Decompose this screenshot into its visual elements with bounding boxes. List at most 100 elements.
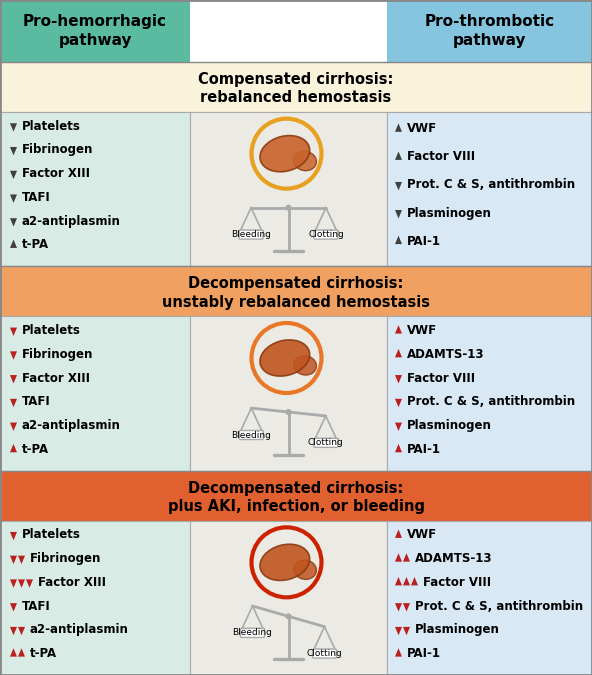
- Bar: [0, 0, 190, 62]
- Text: TAFI: TAFI: [22, 191, 51, 204]
- Polygon shape: [395, 124, 402, 132]
- Text: Clotting: Clotting: [308, 230, 344, 239]
- Text: ADAMTS-13: ADAMTS-13: [415, 552, 493, 565]
- Polygon shape: [10, 147, 17, 155]
- Text: TAFI: TAFI: [22, 599, 51, 613]
- Text: Compensated cirrhosis:: Compensated cirrhosis:: [198, 72, 394, 87]
- Polygon shape: [411, 577, 418, 585]
- Polygon shape: [395, 444, 402, 452]
- Bar: [190, 317, 387, 470]
- Ellipse shape: [294, 560, 316, 579]
- Polygon shape: [10, 603, 17, 612]
- FancyBboxPatch shape: [314, 230, 338, 239]
- Polygon shape: [10, 532, 17, 540]
- Text: PAI-1: PAI-1: [407, 647, 441, 660]
- Polygon shape: [18, 627, 25, 635]
- Text: a2-antiplasmin: a2-antiplasmin: [22, 215, 121, 227]
- Text: t-PA: t-PA: [22, 238, 49, 252]
- Bar: [0, 317, 190, 470]
- Text: Pro-thrombotic
pathway: Pro-thrombotic pathway: [424, 14, 555, 48]
- Bar: [387, 317, 592, 470]
- Text: Factor VIII: Factor VIII: [407, 371, 475, 385]
- Text: Bleeding: Bleeding: [231, 230, 271, 239]
- Text: Factor VIII: Factor VIII: [407, 151, 475, 163]
- Polygon shape: [10, 648, 17, 657]
- Text: Bleeding: Bleeding: [233, 628, 272, 637]
- Text: a2-antiplasmin: a2-antiplasmin: [30, 624, 129, 637]
- Polygon shape: [395, 151, 402, 160]
- Polygon shape: [10, 171, 17, 179]
- Polygon shape: [10, 627, 17, 635]
- Text: Fibrinogen: Fibrinogen: [30, 552, 101, 565]
- Text: Factor XIII: Factor XIII: [22, 167, 90, 180]
- Polygon shape: [10, 444, 17, 452]
- Bar: [0, 267, 592, 317]
- Ellipse shape: [260, 340, 310, 376]
- Polygon shape: [395, 236, 402, 244]
- Text: Plasminogen: Plasminogen: [407, 207, 492, 219]
- Bar: [0, 470, 592, 520]
- Polygon shape: [403, 627, 410, 635]
- Polygon shape: [395, 399, 402, 407]
- Text: t-PA: t-PA: [30, 647, 57, 660]
- Polygon shape: [10, 399, 17, 407]
- Bar: [387, 112, 592, 267]
- Polygon shape: [395, 577, 402, 585]
- Polygon shape: [10, 556, 17, 564]
- Text: Decompensated cirrhosis:: Decompensated cirrhosis:: [188, 481, 404, 495]
- Text: Clotting: Clotting: [308, 438, 343, 448]
- Polygon shape: [18, 648, 25, 657]
- Polygon shape: [18, 579, 25, 588]
- FancyBboxPatch shape: [239, 230, 263, 239]
- Ellipse shape: [260, 544, 310, 580]
- Text: VWF: VWF: [407, 122, 437, 135]
- Text: VWF: VWF: [407, 529, 437, 541]
- Polygon shape: [395, 375, 402, 383]
- Polygon shape: [395, 603, 402, 612]
- Text: Factor VIII: Factor VIII: [423, 576, 491, 589]
- Text: Fibrinogen: Fibrinogen: [22, 348, 94, 361]
- Polygon shape: [10, 124, 17, 132]
- Polygon shape: [395, 349, 402, 357]
- FancyBboxPatch shape: [239, 431, 263, 439]
- Polygon shape: [18, 556, 25, 564]
- Polygon shape: [395, 210, 402, 219]
- Text: VWF: VWF: [407, 324, 437, 337]
- Ellipse shape: [294, 151, 316, 171]
- Polygon shape: [26, 579, 33, 588]
- Polygon shape: [10, 194, 17, 203]
- Bar: [190, 112, 387, 267]
- Polygon shape: [10, 240, 17, 248]
- Polygon shape: [10, 423, 17, 431]
- Text: Platelets: Platelets: [22, 324, 81, 337]
- Text: TAFI: TAFI: [22, 396, 51, 408]
- Bar: [0, 62, 592, 112]
- Bar: [387, 520, 592, 675]
- Text: Factor XIII: Factor XIII: [22, 371, 90, 385]
- Text: Pro-hemorrhagic
pathway: Pro-hemorrhagic pathway: [23, 14, 167, 48]
- Text: Platelets: Platelets: [22, 529, 81, 541]
- Polygon shape: [403, 577, 410, 585]
- Text: Decompensated cirrhosis:: Decompensated cirrhosis:: [188, 276, 404, 292]
- Polygon shape: [395, 182, 402, 190]
- Polygon shape: [10, 375, 17, 383]
- Polygon shape: [10, 218, 17, 227]
- Text: Clotting: Clotting: [307, 649, 342, 658]
- Polygon shape: [10, 579, 17, 588]
- Text: plus AKI, infection, or bleeding: plus AKI, infection, or bleeding: [168, 500, 424, 514]
- Polygon shape: [10, 351, 17, 360]
- Bar: [190, 520, 387, 675]
- Circle shape: [286, 205, 291, 210]
- Polygon shape: [395, 648, 402, 657]
- Circle shape: [286, 410, 291, 414]
- Polygon shape: [395, 423, 402, 431]
- Polygon shape: [403, 554, 410, 562]
- Polygon shape: [403, 603, 410, 612]
- Text: a2-antiplasmin: a2-antiplasmin: [22, 419, 121, 432]
- Text: PAI-1: PAI-1: [407, 235, 441, 248]
- Text: t-PA: t-PA: [22, 443, 49, 456]
- Polygon shape: [395, 529, 402, 538]
- Text: rebalanced hemostasis: rebalanced hemostasis: [200, 90, 392, 105]
- Polygon shape: [395, 627, 402, 635]
- Text: unstably rebalanced hemostasis: unstably rebalanced hemostasis: [162, 295, 430, 310]
